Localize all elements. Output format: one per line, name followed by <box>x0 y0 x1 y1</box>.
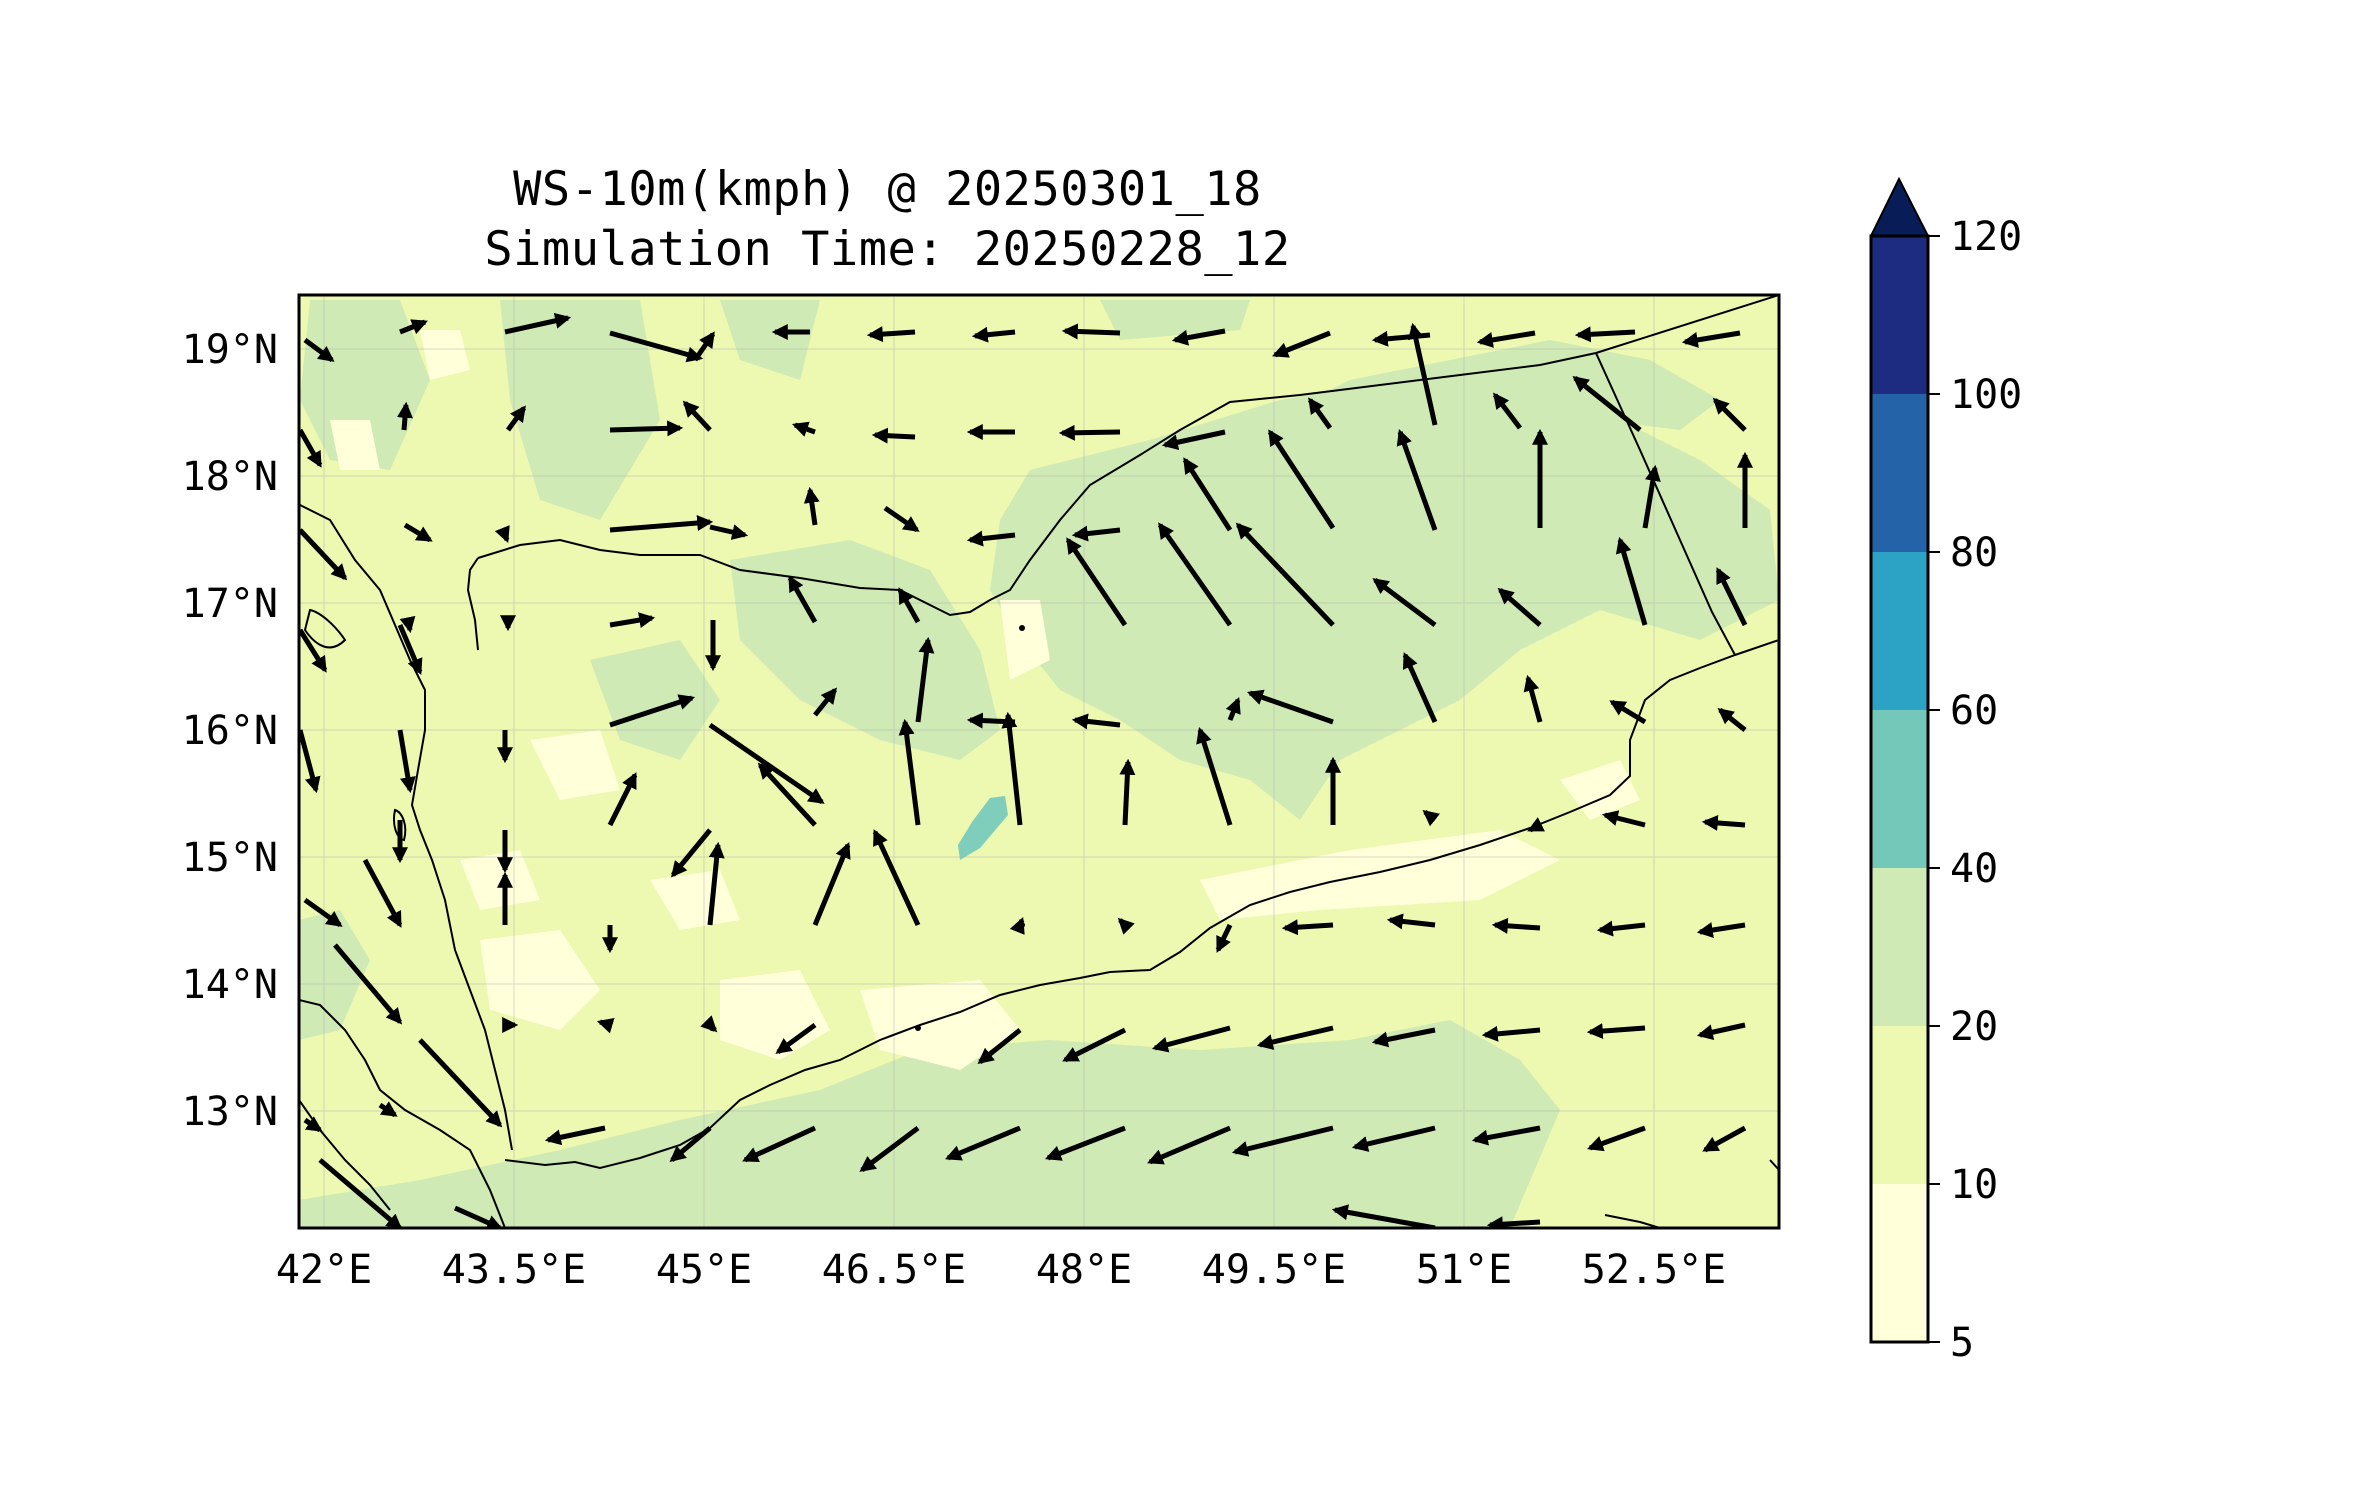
y-tick-label: 18°N <box>182 454 278 500</box>
x-tick-label: 46.5°E <box>822 1247 967 1293</box>
colorbar-label: 120 <box>1950 214 2022 260</box>
wind-speed-20-40-regions <box>299 300 1779 1228</box>
y-axis-ticks: 19°N 18°N 17°N 16°N 15°N 14°N 13°N <box>182 327 278 1135</box>
y-tick-label: 17°N <box>182 581 278 627</box>
colorbar-segment-60-80 <box>1871 552 1928 710</box>
x-tick-label: 51°E <box>1416 1247 1512 1293</box>
kamaran-island <box>393 808 407 842</box>
x-tick-label: 52.5°E <box>1582 1247 1727 1293</box>
colorbar-label: 100 <box>1950 372 2022 418</box>
map-frame <box>297 293 1781 1230</box>
wind-speed-40-60-region <box>958 796 1008 860</box>
colorbar-label: 60 <box>1950 688 1998 734</box>
colorbar-frame <box>1869 234 1930 1344</box>
colorbar-label: 5 <box>1950 1320 1974 1366</box>
x-tick-label: 42°E <box>276 1247 372 1293</box>
x-tick-label: 48°E <box>1036 1247 1132 1293</box>
colorbar-label: 20 <box>1950 1004 1998 1050</box>
colorbar-label: 80 <box>1950 530 1998 576</box>
x-tick-label: 49.5°E <box>1202 1247 1347 1293</box>
y-tick-label: 15°N <box>182 835 278 881</box>
map-panel <box>299 295 1779 1228</box>
colorbar-segment-10-20 <box>1871 1026 1928 1184</box>
title-line-2: Simulation Time: 20250228_12 <box>484 222 1291 277</box>
x-tick-label: 43.5°E <box>442 1247 587 1293</box>
colorbar-segment-40-60 <box>1871 710 1928 868</box>
colorbar-extend-arrow <box>1869 176 1930 237</box>
colorbar-label: 10 <box>1950 1162 1998 1208</box>
y-tick-label: 16°N <box>182 708 278 754</box>
coast-north <box>466 557 479 651</box>
red-sea-east-coast <box>299 504 513 1151</box>
colorbar-segment-80-100 <box>1871 394 1928 552</box>
title-line-1: WS-10m(kmph) @ 20250301_18 <box>513 162 1262 217</box>
city-dots <box>709 625 1025 1031</box>
colorbar-segment-20-40 <box>1871 868 1928 1026</box>
colorbar-label: 40 <box>1950 846 1998 892</box>
gridlines <box>299 295 1779 1228</box>
x-tick-label: 45°E <box>656 1247 752 1293</box>
colorbar-segment-5-10 <box>1871 1184 1928 1342</box>
farasan-islands <box>303 608 347 649</box>
y-tick-label: 19°N <box>182 327 278 373</box>
saudi-yemen-border <box>477 295 1779 617</box>
african-coast <box>299 999 506 1228</box>
wind-vectors <box>299 312 1754 1228</box>
socotra-fragment <box>1604 1214 1661 1228</box>
x-axis-ticks: 42°E 43.5°E 45°E 46.5°E 48°E 49.5°E 51°E… <box>276 1247 1726 1293</box>
y-tick-label: 14°N <box>182 962 278 1008</box>
colorbar-segment-100-120 <box>1871 236 1928 394</box>
y-tick-label: 13°N <box>182 1089 278 1135</box>
colorbar: 120 100 80 60 40 20 10 5 <box>1869 176 2022 1366</box>
